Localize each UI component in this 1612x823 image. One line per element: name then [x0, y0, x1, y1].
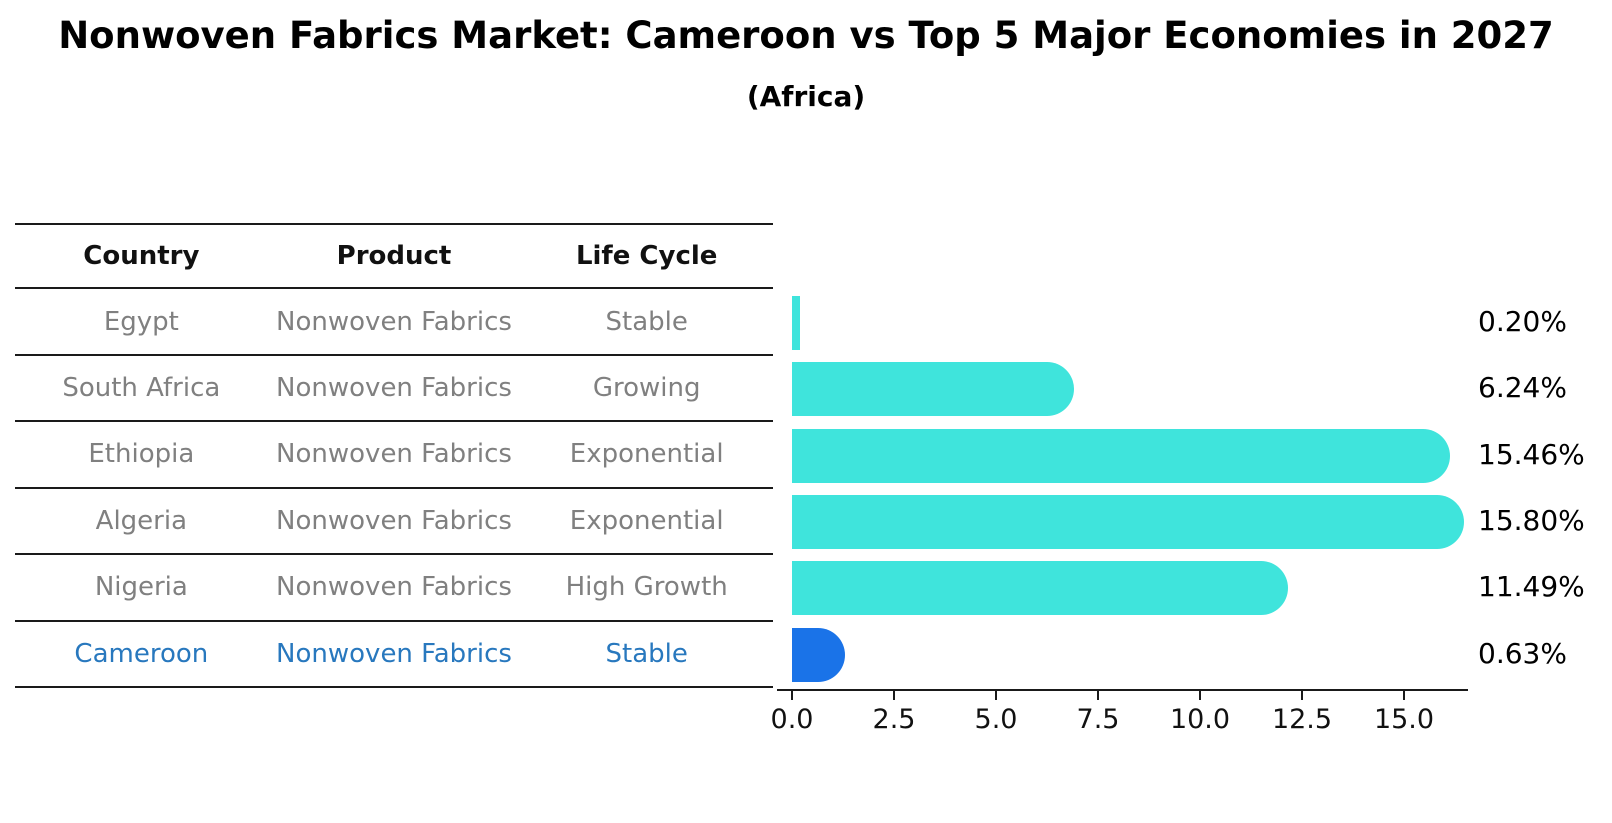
header-product: Product [336, 241, 452, 272]
bar-egypt [792, 295, 801, 350]
bar-algeria [792, 494, 1464, 549]
table-body: Egypt Nonwoven Fabrics Stable South Africa N… [15, 289, 773, 688]
lifecycle-cell: High Growth [565, 572, 728, 603]
x-tick-mark [995, 691, 997, 700]
value-label: 11.49% [1478, 570, 1585, 604]
x-tick-label: 10.0 [1169, 704, 1231, 735]
comparison-table: Country Product Life Cycle Egypt Nonwoven… [15, 223, 773, 688]
country-cell: Nigeria [94, 572, 188, 603]
bar-ethiopia [792, 428, 1450, 483]
country-cell: Ethiopia [88, 439, 195, 470]
x-tick-label: 12.5 [1271, 704, 1333, 735]
lifecycle-cell: Growing [592, 373, 701, 404]
x-tick-label: 7.5 [1076, 704, 1120, 735]
header-life-cycle: Life Cycle [575, 241, 718, 272]
value-label: 6.24% [1478, 371, 1567, 405]
table-header-row: Country Product Life Cycle [15, 223, 773, 290]
bar-nigeria [792, 561, 1288, 616]
table-row: Algeria Nonwoven Fabrics Exponential [15, 489, 773, 556]
x-tick-label: 0.0 [770, 704, 814, 735]
table-row: Cameroon Nonwoven Fabrics Stable [15, 622, 773, 688]
x-tick-mark [1199, 691, 1201, 700]
country-cell: South Africa [62, 373, 221, 404]
value-label: 0.20% [1478, 304, 1567, 338]
x-tick-label: 2.5 [872, 704, 916, 735]
x-tick-mark [791, 691, 793, 700]
table-row: South Africa Nonwoven Fabrics Growing [15, 356, 773, 423]
x-tick-label: 5.0 [974, 704, 1018, 735]
table-row: Ethiopia Nonwoven Fabrics Exponential [15, 422, 773, 489]
bar-south-africa [792, 362, 1074, 417]
product-cell: Nonwoven Fabrics [276, 572, 512, 603]
product-cell: Nonwoven Fabrics [276, 638, 512, 669]
x-tick-label: 15.0 [1373, 704, 1435, 735]
product-cell: Nonwoven Fabrics [276, 306, 512, 337]
country-cell: Algeria [95, 505, 188, 536]
lifecycle-cell: Exponential [569, 505, 724, 536]
product-cell: Nonwoven Fabrics [276, 505, 512, 536]
value-label: 0.63% [1478, 636, 1567, 670]
x-tick-mark [1301, 691, 1303, 700]
bar-cameroon [792, 627, 845, 682]
value-label: 15.80% [1478, 503, 1585, 537]
x-tick-mark [1403, 691, 1405, 700]
x-tick-mark [893, 691, 895, 700]
table-row: Nigeria Nonwoven Fabrics High Growth [15, 555, 773, 622]
chart-subtitle: (Africa) [746, 80, 866, 113]
lifecycle-cell: Stable [605, 638, 688, 669]
country-cell: Cameroon [74, 638, 209, 669]
chart-title: Nonwoven Fabrics Market: Cameroon vs Top… [58, 14, 1554, 57]
lifecycle-cell: Exponential [569, 439, 724, 470]
x-axis-line [777, 689, 1468, 691]
lifecycle-cell: Stable [605, 306, 688, 337]
country-cell: Egypt [103, 306, 179, 337]
x-tick-mark [1097, 691, 1099, 700]
value-label: 15.46% [1478, 437, 1585, 471]
product-cell: Nonwoven Fabrics [276, 373, 512, 404]
header-country: Country [83, 241, 200, 272]
table-row: Egypt Nonwoven Fabrics Stable [15, 289, 773, 356]
product-cell: Nonwoven Fabrics [276, 439, 512, 470]
